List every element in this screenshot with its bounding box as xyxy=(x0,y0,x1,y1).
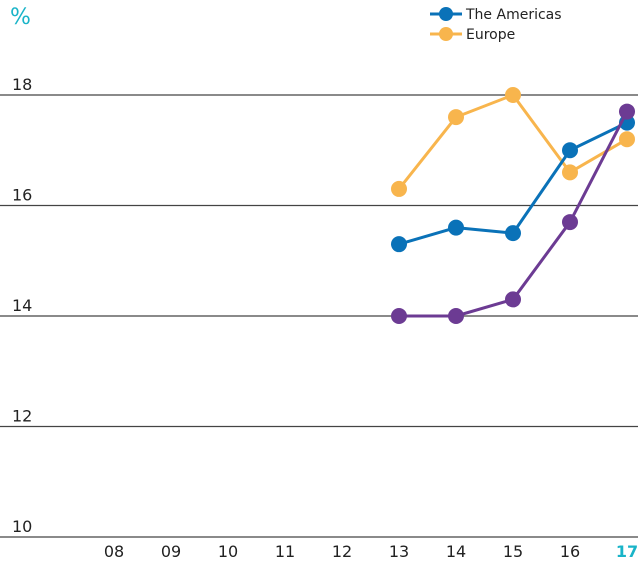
series-2-point xyxy=(448,308,464,324)
unit-label: % xyxy=(10,5,31,30)
y-axis-ticks: 10 12 14 16 18 xyxy=(12,75,32,536)
x-tick-label: 09 xyxy=(161,542,181,561)
series-layer xyxy=(391,87,635,324)
europe-point xyxy=(448,109,464,126)
europe-point xyxy=(505,87,521,103)
y-tick-label: 12 xyxy=(12,407,32,426)
x-axis-ticks: 08 09 10 11 12 13 14 15 16 17 xyxy=(104,542,638,561)
y-tick-label: 18 xyxy=(12,75,32,94)
the-americas-point xyxy=(391,236,407,253)
legend-swatch-marker xyxy=(439,7,453,21)
europe-point xyxy=(391,180,407,197)
the-americas-point xyxy=(448,219,464,236)
the-americas-point xyxy=(562,142,578,159)
x-tick-label: 08 xyxy=(104,542,124,561)
europe-point xyxy=(562,164,578,181)
legend: The Americas Europe xyxy=(430,7,562,43)
legend-label: Europe xyxy=(466,27,515,43)
the-americas-point xyxy=(505,225,521,242)
europe-point xyxy=(619,131,635,148)
x-tick-label: 17 xyxy=(616,542,638,561)
x-tick-label: 14 xyxy=(446,542,466,561)
gridlines xyxy=(0,94,638,538)
x-tick-label: 10 xyxy=(218,542,238,561)
y-tick-label: 16 xyxy=(12,186,32,205)
x-tick-label: 12 xyxy=(332,542,352,561)
series-2-point xyxy=(391,308,407,324)
legend-swatch-marker xyxy=(439,27,453,41)
x-tick-label: 16 xyxy=(560,542,580,561)
y-tick-label: 14 xyxy=(12,296,32,315)
series-2-point xyxy=(619,103,635,120)
y-tick-label: 10 xyxy=(12,517,32,536)
legend-item: Europe xyxy=(430,27,515,43)
legend-item: The Americas xyxy=(430,7,562,23)
x-tick-label: 13 xyxy=(389,542,409,561)
series-2-point xyxy=(562,214,578,231)
legend-label: The Americas xyxy=(465,7,562,23)
x-tick-label: 11 xyxy=(275,542,295,561)
series-2-line xyxy=(399,110,629,318)
x-tick-label: 15 xyxy=(503,542,523,561)
series-2-point xyxy=(505,291,521,308)
